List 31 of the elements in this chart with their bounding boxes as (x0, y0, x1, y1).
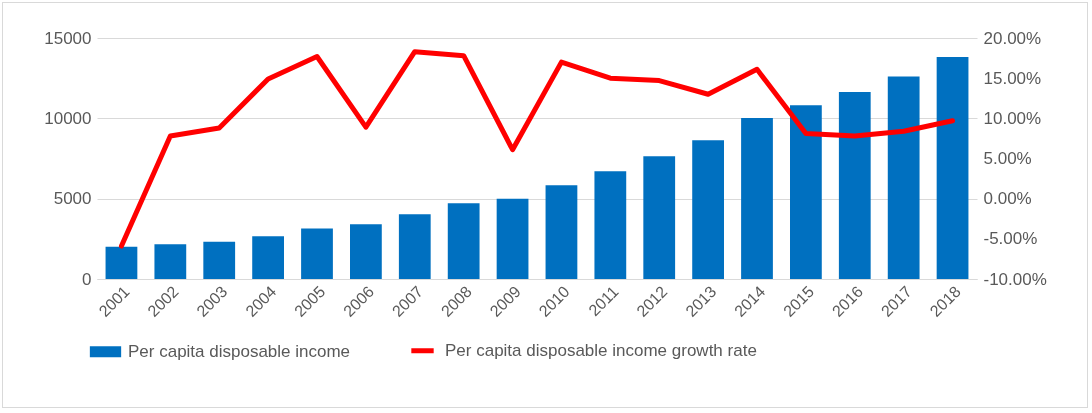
bar (692, 140, 724, 279)
legend-label: Per capita disposable income (128, 341, 351, 361)
bar (105, 246, 138, 279)
bar (203, 241, 236, 279)
y-tick-label: 5000 (53, 189, 92, 209)
y2-tick-label: 20.00% (983, 28, 1042, 48)
bar (936, 57, 969, 279)
y2-tick-label: 0.00% (983, 189, 1032, 209)
bar (838, 91, 871, 279)
y2-tick-label: -10.00% (983, 269, 1047, 289)
y2-tick-label: 15.00% (983, 68, 1042, 88)
bar (447, 203, 480, 279)
y2-tick-label: 10.00% (983, 108, 1042, 128)
bar (301, 228, 333, 279)
y-tick-label: 15000 (44, 28, 92, 48)
legend-label: Per capita disposable income growth rate (445, 340, 757, 360)
bar (350, 224, 382, 279)
bar (545, 185, 578, 279)
bar (398, 214, 431, 279)
bar (643, 156, 676, 279)
y-tick-label: 10000 (44, 108, 92, 128)
bar (594, 171, 627, 279)
bar (887, 76, 920, 279)
bar (741, 118, 773, 279)
bar (790, 105, 822, 279)
y2-tick-label: 5.00% (983, 149, 1032, 168)
bar (154, 244, 187, 279)
bar (496, 198, 529, 279)
y-tick-label: 0 (82, 269, 92, 289)
y2-tick-label: -5.00% (983, 229, 1038, 249)
bar (252, 236, 284, 279)
